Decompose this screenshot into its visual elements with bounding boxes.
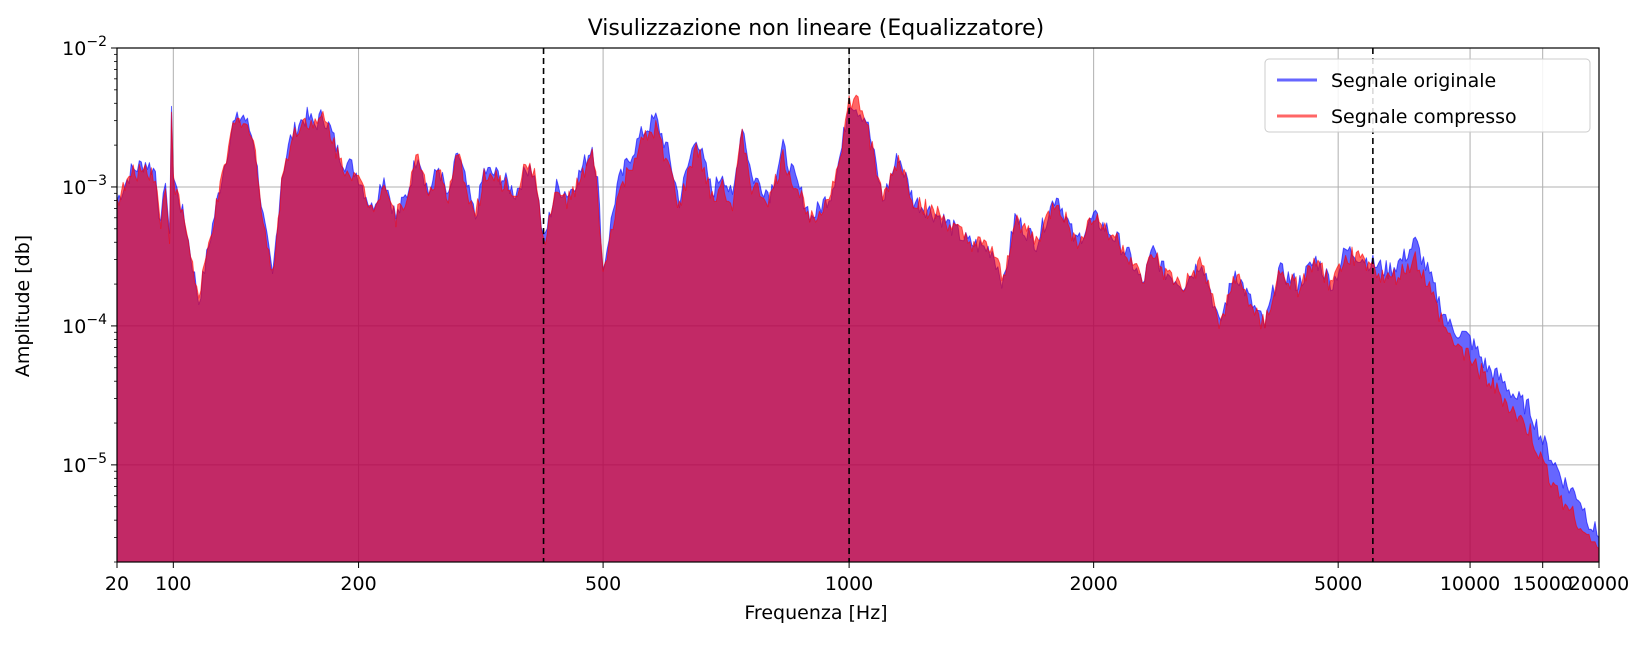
y-tick-label: 10−4	[62, 312, 107, 338]
legend-box	[1264, 58, 1591, 133]
x-tick-label: 500	[585, 573, 621, 595]
x-tick-label: 100	[155, 573, 191, 595]
legend-label: Segnale originale	[1331, 70, 1496, 92]
x-tick-label: 2000	[1069, 573, 1117, 595]
axes-frame	[116, 47, 1600, 563]
y-tick-label: 10−2	[62, 34, 107, 60]
spectrum-series-2	[116, 94, 1600, 563]
legend-label: Segnale compresso	[1331, 106, 1517, 128]
chart-title: Visulizzazione non lineare (Equalizzator…	[588, 16, 1045, 41]
x-tick-label: 5000	[1314, 573, 1362, 595]
x-tick-label: 20	[105, 573, 129, 595]
x-tick-label: 10000	[1440, 573, 1500, 595]
x-tick-label: 15000	[1512, 573, 1572, 595]
x-tick-label: 200	[340, 573, 376, 595]
x-tick-label: 1000	[825, 573, 873, 595]
x-tick-label: 20000	[1569, 573, 1629, 595]
y-axis-label: Amplitude [db]	[12, 235, 34, 377]
y-tick-label: 10−5	[62, 451, 107, 477]
y-tick-label: 10−3	[62, 173, 107, 199]
x-axis-label: Frequenza [Hz]	[744, 602, 887, 624]
